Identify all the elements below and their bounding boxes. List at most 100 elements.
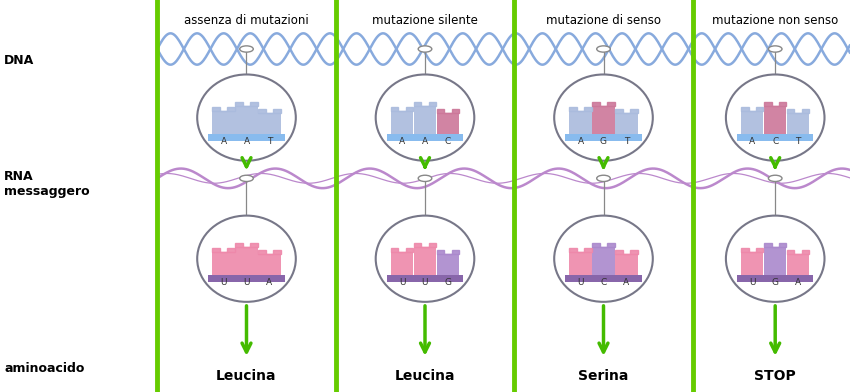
Polygon shape [741,248,763,252]
Polygon shape [592,102,615,106]
Text: G: G [600,137,607,146]
Bar [741,252,763,275]
Bar [391,111,413,134]
Polygon shape [592,243,615,247]
Polygon shape [437,109,459,113]
Circle shape [597,46,610,52]
Bar [764,106,786,134]
Text: A: A [577,137,584,146]
Text: STOP: STOP [754,369,796,383]
Bar [212,252,235,275]
Text: Serina: Serina [578,369,629,383]
Text: A: A [266,278,273,287]
Text: U: U [577,278,584,287]
Text: C: C [445,137,451,146]
Bar [570,111,592,134]
Polygon shape [787,250,809,254]
Text: U: U [399,278,405,287]
Bar [387,134,463,142]
Polygon shape [741,107,763,111]
Bar [414,106,436,134]
Bar [592,106,615,134]
Bar [737,134,813,142]
Text: mutazione non senso: mutazione non senso [712,14,838,27]
Circle shape [240,46,253,52]
Circle shape [240,175,253,181]
Text: A: A [422,137,428,146]
Ellipse shape [376,74,474,161]
Polygon shape [787,109,809,113]
Bar [258,254,280,275]
Text: Leucina: Leucina [394,369,456,383]
Ellipse shape [554,216,653,302]
Text: C: C [772,137,779,146]
Ellipse shape [376,216,474,302]
Bar [737,275,813,282]
Bar [437,113,459,134]
Polygon shape [212,248,235,252]
Polygon shape [570,107,592,111]
Text: T: T [624,137,629,146]
Ellipse shape [197,216,296,302]
Bar [787,254,809,275]
Polygon shape [391,107,413,111]
Text: A: A [795,278,802,287]
Bar [414,247,436,275]
Text: A: A [623,278,630,287]
Polygon shape [235,243,258,247]
Bar [592,247,615,275]
Ellipse shape [726,74,824,161]
Bar [391,252,413,275]
Polygon shape [258,250,280,254]
Bar [208,275,285,282]
Ellipse shape [197,74,296,161]
Bar [615,113,638,134]
Polygon shape [615,109,638,113]
Bar [235,106,258,134]
Text: assenza di mutazioni: assenza di mutazioni [184,14,309,27]
Bar [764,247,786,275]
Text: T: T [796,137,801,146]
Text: G: G [445,278,451,287]
Text: A: A [220,137,227,146]
Bar [258,113,280,134]
Text: RNA
messaggero: RNA messaggero [4,170,90,198]
Bar [570,252,592,275]
Bar [565,275,642,282]
Polygon shape [764,243,786,247]
Bar [208,134,285,142]
Text: T: T [267,137,272,146]
Ellipse shape [554,74,653,161]
Bar [787,113,809,134]
Circle shape [768,175,782,181]
Text: U: U [422,278,428,287]
Text: U: U [243,278,250,287]
Text: mutazione di senso: mutazione di senso [546,14,661,27]
Polygon shape [414,102,436,106]
Text: A: A [399,137,405,146]
Text: Leucina: Leucina [216,369,277,383]
Text: U: U [220,278,227,287]
Text: G: G [772,278,779,287]
Text: C: C [600,278,607,287]
Polygon shape [764,102,786,106]
Polygon shape [570,248,592,252]
Ellipse shape [726,216,824,302]
Bar [212,111,235,134]
Circle shape [418,175,432,181]
Polygon shape [212,107,235,111]
Text: mutazione silente: mutazione silente [372,14,478,27]
Polygon shape [437,250,459,254]
Text: DNA: DNA [4,54,35,67]
Circle shape [418,46,432,52]
Polygon shape [258,109,280,113]
Polygon shape [391,248,413,252]
Polygon shape [414,243,436,247]
Bar [565,134,642,142]
Bar [615,254,638,275]
Circle shape [768,46,782,52]
Bar [437,254,459,275]
Bar [741,111,763,134]
Polygon shape [615,250,638,254]
Circle shape [597,175,610,181]
